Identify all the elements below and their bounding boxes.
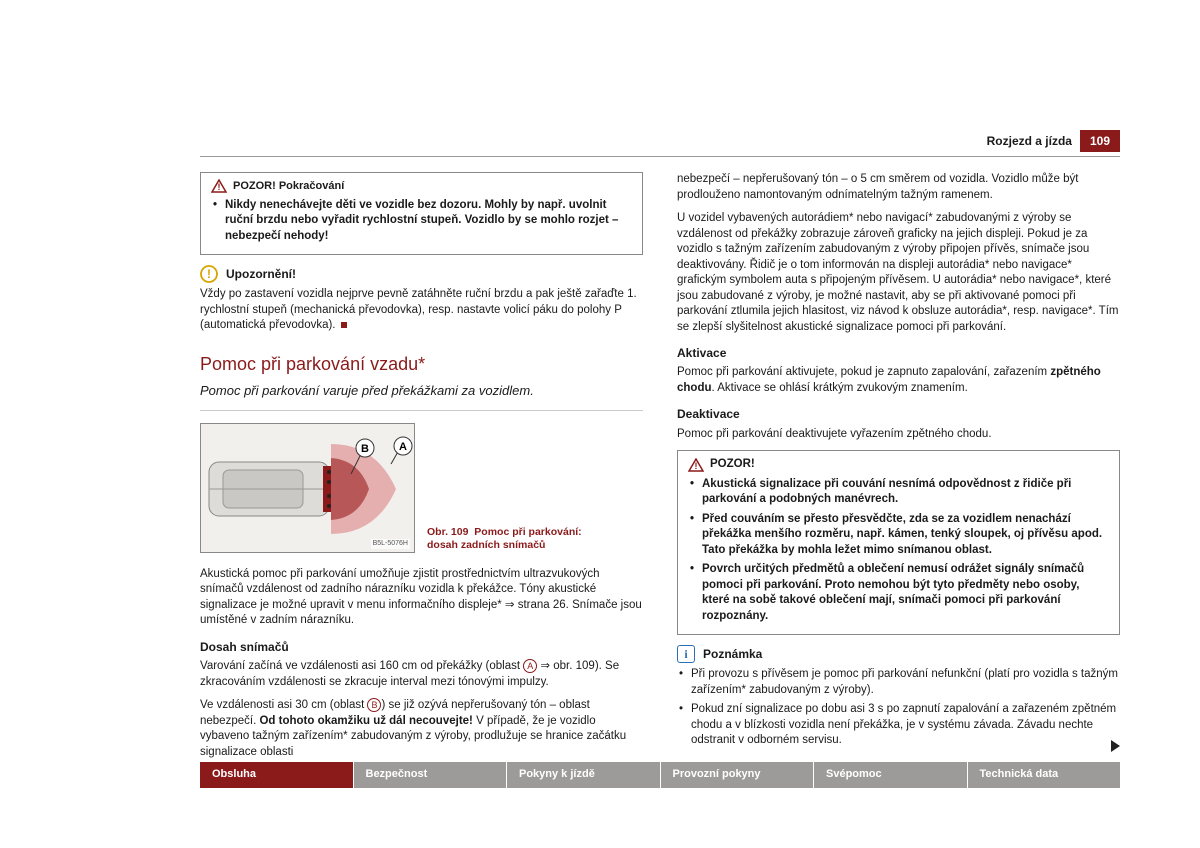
info-icon: i (677, 645, 695, 663)
warning-item: Povrch určitých předmětů a oblečení nemu… (688, 562, 1109, 624)
left-para-3: Ve vzdálenosti asi 30 cm (oblast B) se j… (200, 698, 643, 760)
left-para-1: Akustická pomoc při parkování umožňuje z… (200, 567, 643, 629)
warning-cont-item: Nikdy nenechávejte děti ve vozidle bez d… (211, 198, 632, 245)
svg-text:!: ! (207, 267, 211, 281)
tab-provozni-pokyny[interactable]: Provozní pokyny (661, 762, 815, 788)
tab-svepomoc[interactable]: Svépomoc (814, 762, 968, 788)
caution-title: Upozornění! (226, 266, 296, 282)
warning-cont-title: POZOR! Pokračování (233, 179, 344, 194)
right-para-top: nebezpečí – nepřerušovaný tón – o 5 cm s… (677, 172, 1120, 203)
section-subtitle: Pomoc při parkování varuje před překážka… (200, 382, 643, 411)
tab-technicka-data[interactable]: Technická data (968, 762, 1121, 788)
svg-text:A: A (399, 441, 407, 453)
subhead-activation: Aktivace (677, 345, 1120, 361)
left-column: ! POZOR! Pokračování Nikdy nenechávejte … (200, 172, 643, 768)
svg-text:!: ! (218, 182, 221, 192)
svg-text:B: B (361, 443, 369, 455)
page-header: Rozjezd a jízda 109 (987, 130, 1120, 152)
figure-row: A B B5L-5076H Obr. 109 Pomoc při parková… (200, 423, 643, 553)
continue-arrow-icon (1111, 740, 1120, 752)
right-para-2: U vozidel vybavených autorádiem* nebo na… (677, 211, 1120, 335)
caution-text: Vždy po zastavení vozidla nejprve pevně … (200, 287, 643, 334)
warning-header: ! POZOR! (688, 457, 1109, 473)
tab-obsluha[interactable]: Obsluha (200, 762, 354, 788)
figure-caption: Obr. 109 Pomoc při parkování: dosah zadn… (427, 526, 607, 553)
deactivation-text: Pomoc při parkování deaktivujete vyřazen… (677, 427, 1120, 443)
right-column: nebezpečí – nepřerušovaný tón – o 5 cm s… (677, 172, 1120, 768)
ref-b-icon: B (367, 698, 381, 712)
warning-title: POZOR! (710, 457, 755, 473)
caution-icon: ! (200, 265, 218, 283)
footer-tabs: Obsluha Bezpečnost Pokyny k jízdě Provoz… (200, 762, 1120, 788)
note-item: Pokud zní signalizace po dobu asi 3 s po… (677, 702, 1120, 749)
figure-code: B5L-5076H (371, 539, 410, 548)
ref-a-icon: A (523, 659, 537, 673)
left-para-2: Varování začíná ve vzdálenosti asi 160 c… (200, 659, 643, 690)
warning-cont-header: ! POZOR! Pokračování (211, 179, 632, 194)
end-marker-icon (341, 322, 347, 328)
section-title: Rozjezd a jízda (987, 134, 1072, 148)
content-columns: ! POZOR! Pokračování Nikdy nenechávejte … (200, 172, 1120, 768)
svg-text:!: ! (695, 461, 698, 471)
caution-heading-row: ! Upozornění! (200, 265, 643, 283)
tab-pokyny-k-jizde[interactable]: Pokyny k jízdě (507, 762, 661, 788)
warning-item: Akustická signalizace při couvání nesním… (688, 477, 1109, 508)
note-item: Při provozu s přívěsem je pomoc při park… (677, 667, 1120, 698)
subhead-deactivation: Deaktivace (677, 406, 1120, 422)
note-block: i Poznámka Při provozu s přívěsem je pom… (677, 645, 1120, 749)
figure-109: A B B5L-5076H (200, 423, 415, 553)
activation-text: Pomoc při parkování aktivujete, pokud je… (677, 365, 1120, 396)
warning-continuation-box: ! POZOR! Pokračování Nikdy nenechávejte … (200, 172, 643, 255)
note-title: Poznámka (703, 646, 762, 662)
warning-box: ! POZOR! Akustická signalizace při couvá… (677, 450, 1120, 635)
subhead-range: Dosah snímačů (200, 639, 643, 655)
page-number: 109 (1080, 130, 1120, 152)
section-heading: Pomoc při parkování vzadu* (200, 352, 643, 376)
tab-bezpecnost[interactable]: Bezpečnost (354, 762, 508, 788)
warning-item: Před couváním se přesto přesvědčte, zda … (688, 512, 1109, 559)
header-rule (200, 156, 1120, 157)
warning-triangle-icon: ! (688, 458, 704, 472)
warning-triangle-icon: ! (211, 179, 227, 193)
